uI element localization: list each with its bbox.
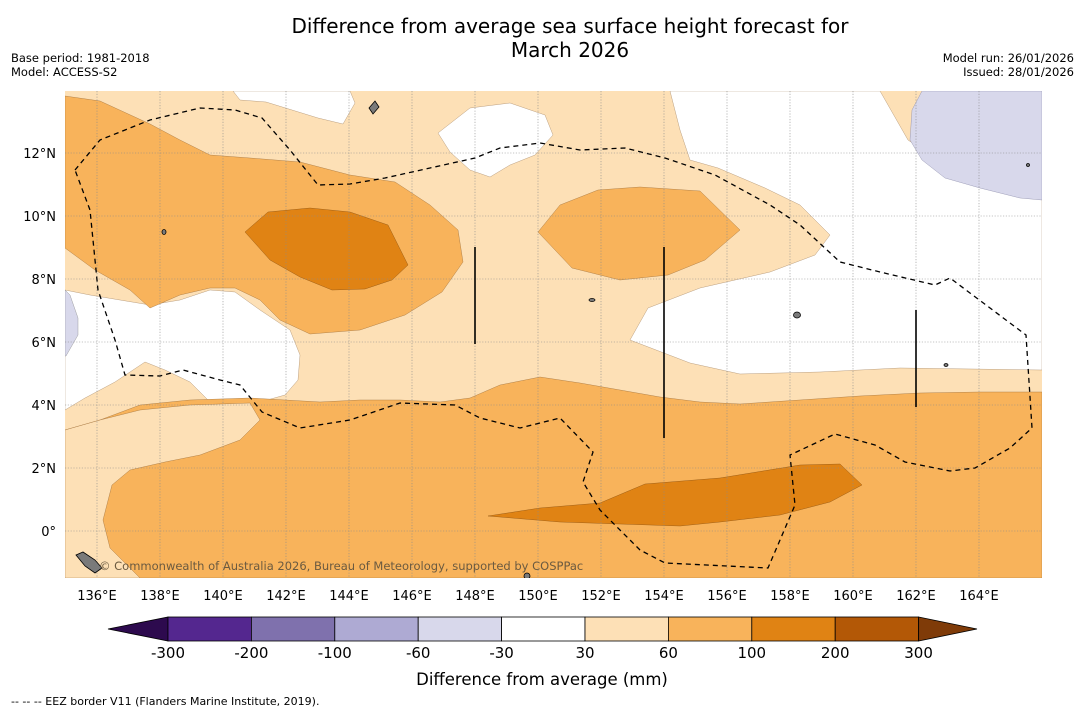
- lon-label: 148°E: [455, 589, 495, 604]
- longitude-labels: 136°E 138°E 140°E 142°E 144°E 146°E 148°…: [77, 589, 999, 604]
- colorbar-tick-label: -60: [406, 644, 431, 662]
- model-run-text: Model run: 26/01/2026: [942, 51, 1074, 65]
- issued-text: Issued: 28/01/2026: [963, 65, 1074, 79]
- map-area: © Commonwealth of Australia 2026, Bureau…: [65, 91, 1042, 578]
- run-info: Model run: 26/01/2026 Issued: 28/01/2026: [943, 51, 1074, 79]
- sea-level-60-100-zone-central: [537, 186, 741, 281]
- lon-label: 152°E: [581, 589, 621, 604]
- colorbar-tick-label: 300: [904, 644, 933, 662]
- lon-label: 154°E: [644, 589, 684, 604]
- lon-label: 160°E: [833, 589, 873, 604]
- colorbar-tick-label: 200: [821, 644, 850, 662]
- colorbar-tick-label: 60: [659, 644, 678, 662]
- colorbar-tick-label: -200: [234, 644, 268, 662]
- lon-label: 156°E: [707, 589, 747, 604]
- lon-label: 158°E: [770, 589, 810, 604]
- colorbar-segment: [668, 616, 753, 642]
- lon-label: 150°E: [518, 589, 558, 604]
- eez-border-west: [74, 107, 1033, 569]
- lon-label: 164°E: [959, 589, 999, 604]
- credit-text: © Commonwealth of Australia 2026, Bureau…: [99, 559, 583, 573]
- lat-label: 10°N: [23, 210, 56, 225]
- lat-label: 0°: [41, 525, 56, 540]
- colorbar-tick-label: 30: [575, 644, 594, 662]
- colorbar-segment: [584, 616, 669, 642]
- colorbar-tick-label: -300: [151, 644, 185, 662]
- colorbar-ticks: -300 -200 -100 -60 -30 30 60 100 200 300: [151, 644, 933, 662]
- colorbar-tick-label: -100: [318, 644, 352, 662]
- lat-label: 8°N: [32, 273, 57, 288]
- neutral-zone-north-centre: [232, 91, 356, 125]
- colorbar-extend-low: [107, 616, 169, 642]
- neutral-zone-north-148: [437, 102, 554, 178]
- graticule: [65, 91, 1042, 578]
- colorbar-segment: [501, 616, 586, 642]
- lon-label: 138°E: [140, 589, 180, 604]
- lat-label: 4°N: [32, 399, 57, 414]
- colorbar-tick-label: -30: [489, 644, 514, 662]
- lat-label: 6°N: [32, 336, 57, 351]
- lon-label: 146°E: [392, 589, 432, 604]
- colorbar-segment: [417, 616, 503, 642]
- lat-label: 2°N: [32, 462, 57, 477]
- model-text: Model: ACCESS-S2: [11, 65, 118, 79]
- negative-zone-northeast: [909, 91, 1042, 201]
- model-info: Base period: 1981-2018 Model: ACCESS-S2: [11, 51, 150, 79]
- colorbar-axis-label: Difference from average (mm): [416, 670, 668, 689]
- sea-level-100-200-zone-equatorial: [487, 463, 863, 527]
- base-period-text: Base period: 1981-2018: [11, 51, 150, 65]
- negative-zone-west-edge: [65, 289, 79, 357]
- eez-footnote: -- -- -- EEZ border V11 (Flanders Marine…: [11, 695, 320, 708]
- colorbar-extend-high: [918, 616, 978, 642]
- lat-label: 12°N: [23, 147, 56, 162]
- chart-title: Difference from average sea surface heig…: [0, 14, 1085, 62]
- colorbar-segment: [167, 616, 252, 642]
- lon-label: 144°E: [329, 589, 369, 604]
- sea-level-60-100-zone-equatorial-west-tongue: [65, 402, 261, 578]
- lon-label: 140°E: [203, 589, 243, 604]
- boundary-lines: [474, 247, 917, 438]
- title-line-2: March 2026: [510, 38, 630, 62]
- colorbar: [107, 616, 978, 642]
- title-line-1: Difference from average sea surface heig…: [291, 14, 849, 38]
- lon-label: 162°E: [896, 589, 936, 604]
- islands: [75, 100, 1030, 578]
- lon-label: 142°E: [266, 589, 306, 604]
- colorbar-tick-label: 100: [737, 644, 766, 662]
- sea-level-60-100-zone-equatorial: [65, 376, 1042, 578]
- colorbar-segment: [334, 616, 419, 642]
- colorbar-segment: [250, 616, 336, 642]
- colorbar-segment: [834, 616, 920, 642]
- neutral-zone-west: [65, 289, 301, 411]
- lon-label: 136°E: [77, 589, 117, 604]
- latitude-labels: 12°N 10°N 8°N 6°N 4°N 2°N 0°: [23, 147, 56, 540]
- colorbar-segment: [751, 616, 836, 642]
